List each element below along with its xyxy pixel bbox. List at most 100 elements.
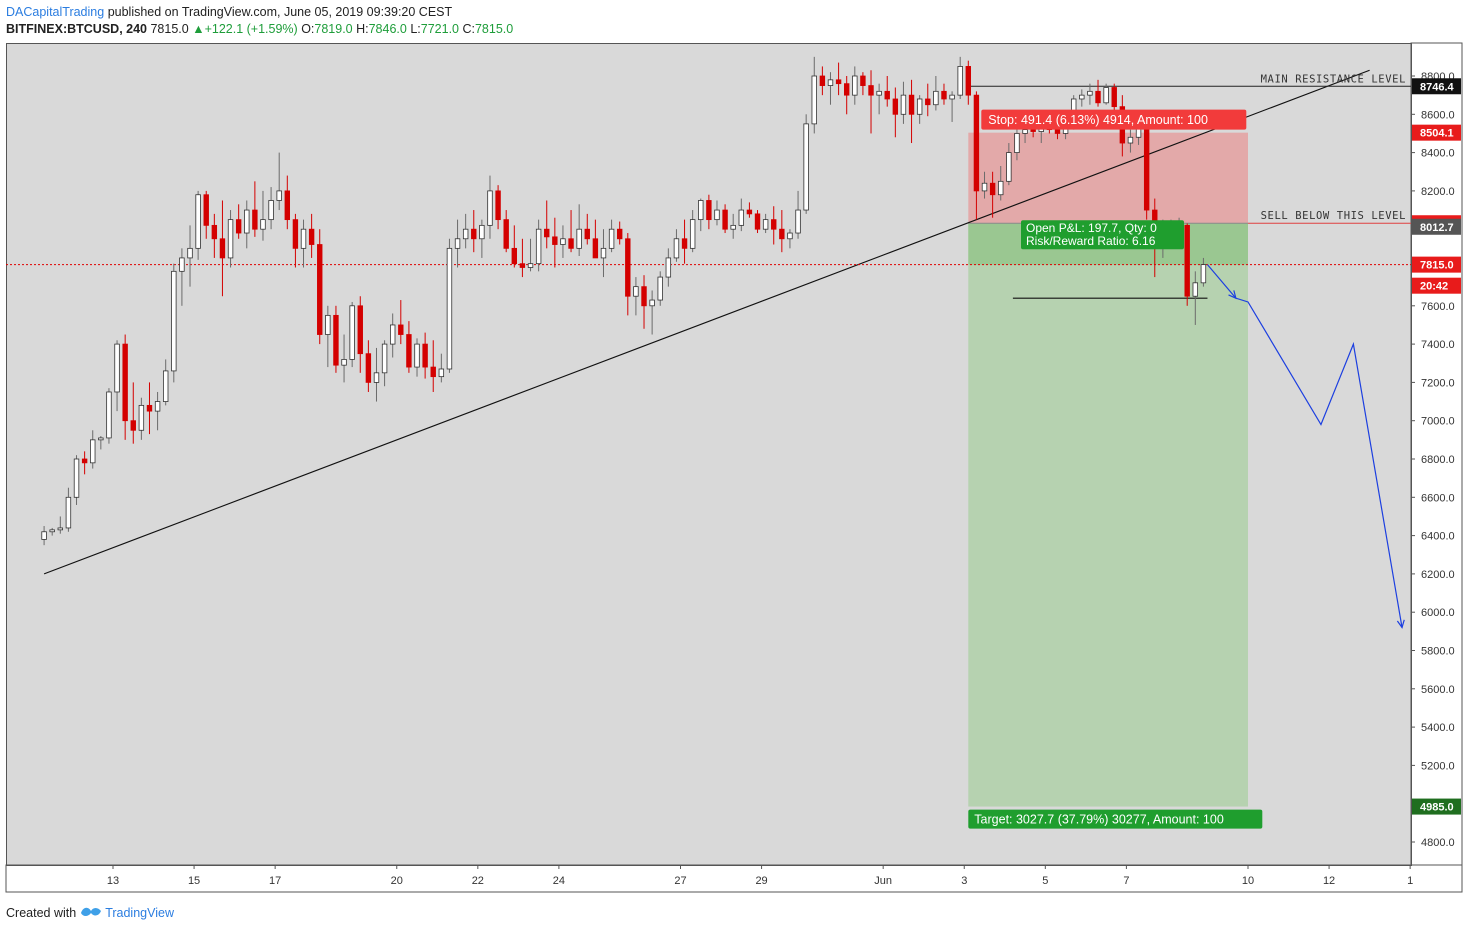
candle-body — [244, 209, 250, 234]
y-tick-label: 7600.0 — [1421, 301, 1455, 313]
x-tick-label: 22 — [472, 875, 484, 887]
tradingview-logo-icon — [80, 904, 102, 921]
candle-body — [349, 305, 355, 360]
candle — [722, 204, 728, 234]
candle — [957, 56, 963, 99]
y-tick-label: 7200.0 — [1421, 377, 1455, 389]
candle-body — [957, 66, 963, 96]
candle — [308, 213, 315, 258]
candle-body — [916, 98, 923, 115]
annotations: MAIN RESISTANCE LEVEL SELL BELOW THIS LEV… — [968, 73, 1405, 829]
author-link[interactable]: DACapitalTrading — [6, 5, 105, 19]
candle-body — [641, 286, 647, 307]
candle-body — [973, 94, 980, 192]
candle-body — [1192, 282, 1199, 297]
candle-body — [925, 98, 931, 106]
candle — [746, 202, 753, 218]
candle-body — [998, 180, 1004, 196]
candle-body — [98, 437, 104, 441]
candle — [1087, 83, 1093, 105]
candle — [625, 233, 631, 316]
candle-body — [454, 238, 461, 249]
candle — [81, 451, 88, 475]
candle — [560, 225, 566, 258]
candle — [146, 382, 153, 435]
candle — [965, 60, 972, 105]
candle — [357, 296, 363, 373]
candle — [211, 213, 218, 258]
target-label: Target: 3027.7 (37.79%) 30277, Amount: 1… — [974, 813, 1224, 827]
candle — [908, 79, 915, 144]
y-tick-label: 5200.0 — [1421, 760, 1455, 772]
candle — [941, 83, 947, 105]
candle — [171, 263, 177, 383]
candle-body — [422, 343, 428, 368]
candle — [106, 388, 112, 444]
candle — [422, 332, 428, 379]
created-with-text: Created with — [6, 905, 77, 920]
candle — [1184, 223, 1190, 306]
candle-body — [284, 190, 291, 221]
candle — [584, 213, 590, 245]
candle-body — [592, 238, 599, 259]
candle-body — [1006, 152, 1012, 182]
candle-body — [106, 391, 112, 439]
x-tick-label: 5 — [1042, 875, 1048, 887]
x-tick-label: 10 — [1242, 875, 1254, 887]
candle-body — [252, 209, 258, 230]
candle-body — [746, 209, 753, 215]
candle-body — [471, 228, 477, 240]
candle — [843, 76, 850, 115]
candle-body — [235, 219, 242, 234]
candle-body — [341, 359, 347, 366]
high-value: 7846.0 — [368, 22, 407, 36]
y-tick-label: 4800.0 — [1421, 837, 1455, 849]
candle-body — [730, 224, 736, 230]
candle-body — [398, 324, 404, 335]
candle — [333, 305, 339, 373]
candle — [1095, 79, 1101, 107]
price-tag-box — [1412, 798, 1461, 815]
candle-body — [171, 270, 177, 372]
candle-body — [138, 404, 145, 431]
candle-body — [860, 75, 866, 86]
candle — [479, 219, 485, 258]
candle — [114, 340, 120, 412]
target-zone — [968, 223, 1248, 807]
candle-body — [949, 94, 955, 100]
candle — [487, 175, 493, 239]
candle-body — [787, 232, 793, 240]
candle — [349, 301, 355, 368]
x-tick-label: 27 — [674, 875, 686, 887]
candle — [876, 83, 882, 115]
candle — [227, 210, 234, 268]
candle — [162, 359, 169, 406]
candle — [900, 81, 907, 124]
candle-body — [827, 79, 834, 86]
candle-body — [819, 75, 826, 86]
candle — [438, 353, 445, 383]
candle — [811, 56, 817, 134]
candle-body — [122, 343, 128, 422]
candle-body — [941, 90, 947, 100]
candle — [414, 338, 420, 377]
candle-body — [414, 343, 420, 368]
y-tick-label: 5600.0 — [1421, 684, 1455, 696]
price-axis[interactable]: 4800.05000.05200.05400.05600.05800.06000… — [1411, 71, 1461, 849]
candle-body — [722, 209, 728, 230]
candle-body — [608, 228, 615, 249]
candle-body — [1103, 87, 1109, 104]
candle — [860, 72, 866, 96]
x-tick-label: 3 — [961, 875, 967, 887]
candle-body — [771, 219, 777, 230]
candle-body — [1054, 129, 1061, 134]
candle-body — [600, 247, 607, 259]
tradingview-brand[interactable]: TradingView — [105, 905, 174, 920]
price-tag-label: 8746.4 — [1420, 81, 1455, 93]
symbol-label[interactable]: BITFINEX:BTCUSD, 240 — [6, 22, 147, 36]
candle — [260, 190, 266, 241]
time-axis[interactable]: 13 15 17 20 22 24 27 29 Jun 3 5 7 10 12 1 — [107, 865, 1413, 887]
plot-frame — [6, 43, 1412, 866]
price-chart[interactable]: MAIN RESISTANCE LEVEL SELL BELOW THIS LEV… — [0, 0, 1469, 900]
x-tick-label: 7 — [1123, 875, 1129, 887]
